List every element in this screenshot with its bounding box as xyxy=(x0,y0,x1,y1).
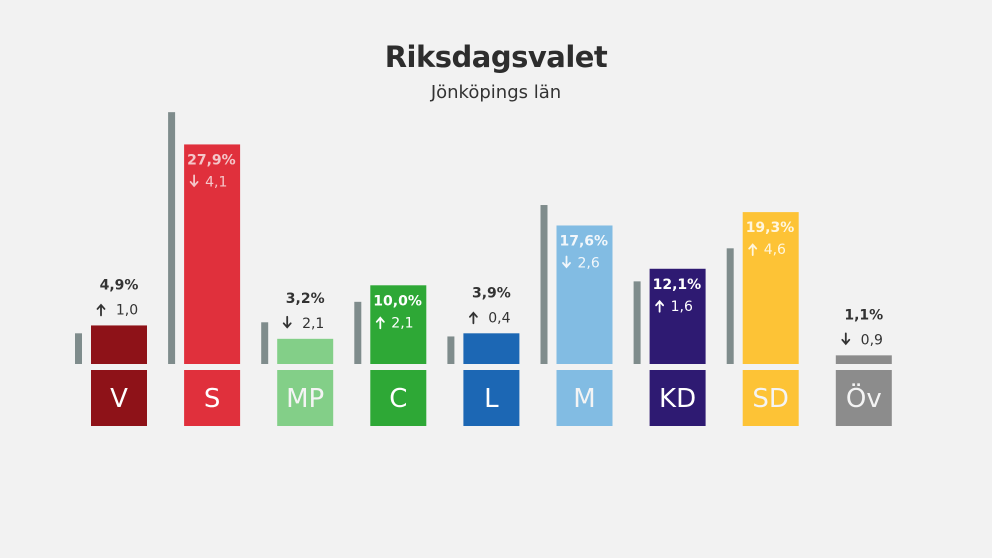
value-label-kd: 12,1% xyxy=(653,277,702,293)
change-arrow-s xyxy=(189,174,199,188)
value-label-ov: 1,1% xyxy=(844,307,883,323)
change-label-c: 2,1 xyxy=(391,315,413,331)
previous-bar-c xyxy=(354,301,362,364)
party-box-c xyxy=(370,370,427,426)
previous-bar-sd xyxy=(726,248,734,364)
change-arrow-kd xyxy=(655,299,664,313)
chart-subtitle: Jönköpings län xyxy=(430,82,562,103)
change-label-sd: 4,6 xyxy=(764,242,786,258)
party-label-l: L xyxy=(484,384,499,414)
party-label-sd: SD xyxy=(752,384,789,414)
party-label-mp: MP xyxy=(286,384,324,414)
change-label-kd: 1,6 xyxy=(671,299,693,315)
previous-bar-l xyxy=(447,336,455,364)
party-label-m: M xyxy=(573,384,595,414)
party-label-ov: Öv xyxy=(846,382,882,414)
change-arrow-v xyxy=(96,303,106,317)
previous-bar-kd xyxy=(633,281,641,364)
change-label-mp: 2,1 xyxy=(302,316,324,332)
change-arrow-l xyxy=(469,311,478,325)
bar-sd xyxy=(742,212,799,364)
change-arrow-c xyxy=(375,316,385,330)
party-label-s: S xyxy=(204,384,221,414)
bar-kd xyxy=(649,268,706,364)
value-label-s: 27,9% xyxy=(187,152,236,168)
value-label-c: 10,0% xyxy=(373,293,422,309)
party-box-sd xyxy=(742,370,799,426)
previous-bar-m xyxy=(540,205,548,364)
change-label-m: 2,6 xyxy=(578,255,600,271)
party-box-v xyxy=(91,370,147,426)
party-box-ov xyxy=(835,370,892,426)
previous-bar-mp xyxy=(261,322,269,364)
party-box-kd xyxy=(649,370,706,426)
value-label-v: 4,9% xyxy=(100,277,139,293)
change-arrow-sd xyxy=(748,243,758,257)
party-label-c: C xyxy=(389,384,407,414)
party-box-m xyxy=(556,370,613,426)
change-arrow-mp xyxy=(282,315,292,329)
change-arrow-m xyxy=(562,255,571,269)
bar-ov xyxy=(835,355,892,364)
value-label-l: 3,9% xyxy=(472,285,511,301)
party-box-s xyxy=(184,370,241,426)
bar-m xyxy=(556,225,613,364)
bar-v xyxy=(91,325,147,364)
party-label-v: V xyxy=(110,384,128,414)
bar-l xyxy=(463,333,520,364)
chart-title: Riksdagsvalet xyxy=(384,40,608,74)
value-label-mp: 3,2% xyxy=(286,291,325,307)
party-box-l xyxy=(463,370,520,426)
value-label-m: 17,6% xyxy=(560,233,609,249)
value-label-sd: 19,3% xyxy=(746,220,795,236)
change-arrow-ov xyxy=(841,332,851,346)
previous-bar-s xyxy=(168,112,176,364)
previous-bar-v xyxy=(75,333,82,364)
change-label-v: 1,0 xyxy=(116,302,138,318)
party-box-mp xyxy=(277,370,334,426)
bar-mp xyxy=(277,338,334,364)
change-label-l: 0,4 xyxy=(488,310,510,326)
party-label-kd: KD xyxy=(659,384,696,414)
change-label-s: 4,1 xyxy=(205,174,227,190)
change-label-ov: 0,9 xyxy=(861,332,883,348)
